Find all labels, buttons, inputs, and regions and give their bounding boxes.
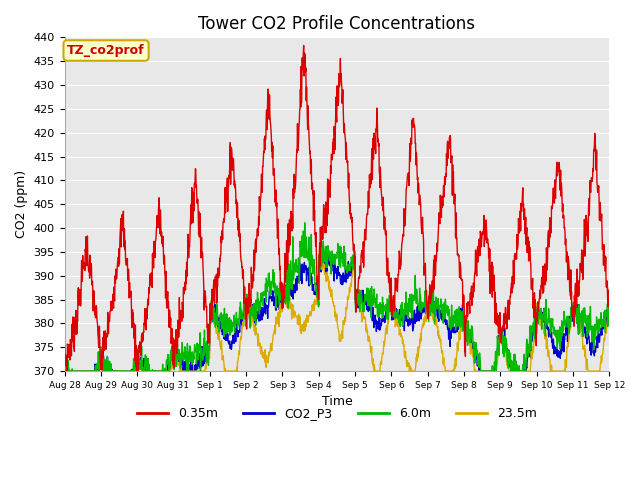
Y-axis label: CO2 (ppm): CO2 (ppm) [15, 170, 28, 238]
X-axis label: Time: Time [321, 396, 352, 408]
Title: Tower CO2 Profile Concentrations: Tower CO2 Profile Concentrations [198, 15, 476, 33]
Text: TZ_co2prof: TZ_co2prof [67, 44, 145, 57]
Legend: 0.35m, CO2_P3, 6.0m, 23.5m: 0.35m, CO2_P3, 6.0m, 23.5m [132, 402, 542, 425]
